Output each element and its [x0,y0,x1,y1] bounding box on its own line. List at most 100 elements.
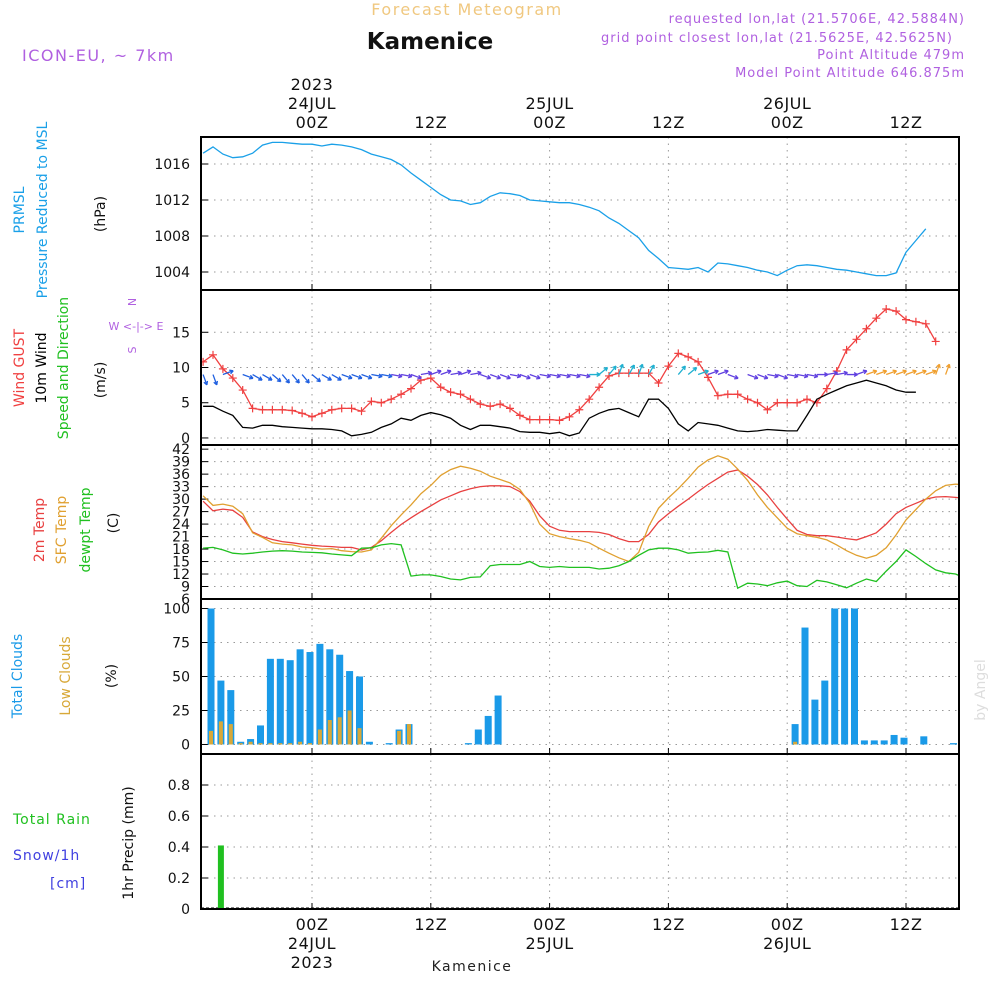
gust-point [793,398,802,407]
gust-point [367,397,376,406]
gust-point [201,357,208,366]
direction-label: Speed and Direction [56,297,72,439]
wind-arrow [717,369,729,376]
wind-arrow [381,373,393,379]
temperature-ytick-label: 15 [172,555,190,571]
temperature-ytick-label: 27 [172,505,190,521]
time-label-bottom: 00Z [533,915,566,934]
low-clouds-bar [317,729,322,745]
gust-point [486,402,495,411]
total-clouds-bar [950,743,957,745]
total-clouds-bar [920,736,928,745]
time-label-bottom: 00Z [771,915,804,934]
gust-point [931,337,940,346]
total-clouds-bar [860,740,868,745]
clouds-ytick-label: 100 [163,602,190,618]
wind-label: 10m Wind [34,332,50,403]
wind-arrow [727,373,739,380]
gust-point [436,383,445,392]
gust-point [308,412,316,421]
precip-ytick-label: 0.4 [168,840,190,856]
time-label-bottom: 26JUL [763,934,811,953]
wind-arrow [331,373,342,381]
time-label-bottom: 12Z [890,915,923,934]
low-clouds-bar [991,740,995,744]
gust-point [575,405,584,414]
time-label-top: 12Z [652,113,685,132]
gust-point [337,404,346,413]
location-title: Kamenice [367,29,493,55]
precip-ytick-label: 0.2 [168,871,190,887]
pressure-ylabel: (hPa) [93,196,109,232]
low-clouds-bar [288,743,293,745]
total-clouds-bar [227,690,235,745]
gust-point [515,411,524,420]
gust-point [387,395,396,404]
total-clouds-bar [346,671,354,745]
wind-arrow [767,373,779,379]
total-clouds-bar [276,658,284,745]
time-label-top: 12Z [414,113,447,132]
product-title: Forecast Meteogram [371,0,562,19]
gust-point [803,395,811,404]
footer-location: Kamenice [432,959,513,975]
gust-point [902,315,910,324]
wind-arrow [311,374,322,383]
low-clouds-bar [238,743,243,745]
wind-arrow [281,374,291,384]
total-clouds-bar [336,654,344,745]
gust-point [644,369,653,378]
wind-arrow [539,373,551,379]
wind-ytick-label: 0 [181,431,190,447]
wind-arrow [410,373,422,380]
low-clouds-bar [298,741,303,745]
clouds-ytick-label: 50 [172,670,190,686]
wind-arrow [400,373,413,379]
total-clouds-bar [286,660,294,745]
temperature-ytick-label: 24 [172,517,190,533]
gust-point [882,305,891,314]
gust-point [664,362,673,371]
wind-arrow [826,370,839,376]
wind-arrow [638,363,644,375]
wind-arrow [618,363,624,375]
wind-panel: Wind GUST 10m Wind Speed and Direction (… [12,289,960,447]
gust-point [496,400,505,409]
point-altitude: Point Altitude 479m [817,48,965,63]
wind-arrow [202,374,209,386]
gust-point [525,415,534,424]
series-sfc-temp [202,455,959,563]
wind-arrow [707,369,719,376]
snow-unit-label: [cm] [50,876,86,892]
wind-arrow [301,374,310,384]
wind-arrow [549,373,561,379]
gust-point [713,391,722,400]
wind-arrow [925,369,937,376]
time-label-bottom: 2023 [291,953,334,972]
time-label-top: 00Z [296,113,329,132]
time-label-top: 25JUL [525,94,573,113]
wind-arrow [262,373,273,381]
pressure-frame [200,136,960,291]
wind-arrow [480,373,492,380]
wind-arrow [876,369,888,376]
precip-data-layer [201,845,959,909]
wind-arrow [242,373,254,380]
wind-arrow [440,369,452,376]
temperature-ytick-label: 18 [172,542,190,558]
compass-south: S [126,346,139,353]
wind-arrow [757,373,769,380]
gust-point [684,352,693,361]
model-altitude: Model Point Altitude 646.875m [735,66,965,81]
wind-arrow [371,373,383,379]
total-clouds-bar [831,608,839,745]
gust-point [476,400,485,409]
gust-point [466,395,475,404]
total-clouds-bar [266,658,274,745]
wind-arrow [519,373,531,380]
low-clouds-bar [278,743,283,745]
time-label-bottom: 12Z [652,915,685,934]
gust-label: Wind GUST [12,328,28,407]
